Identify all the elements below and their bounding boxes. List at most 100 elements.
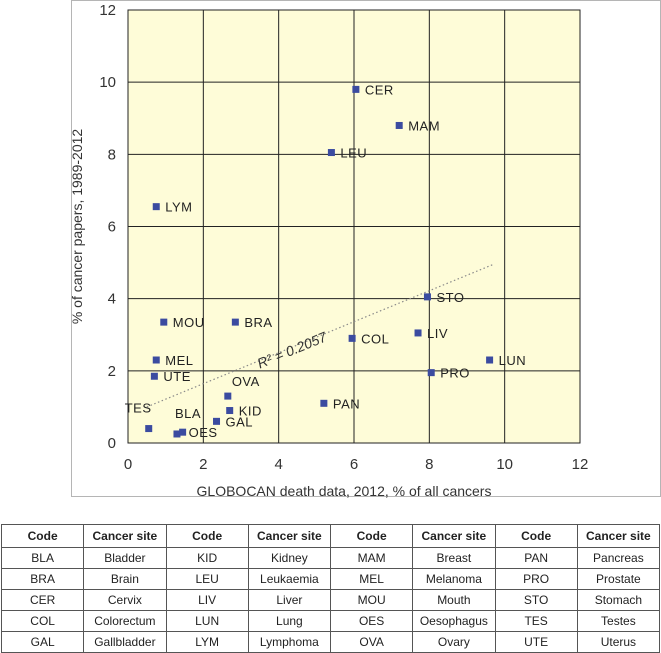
x-tick-label: 6 [350, 456, 358, 473]
column-header: Code [0, 524, 85, 548]
code-cell: LYM [165, 631, 249, 653]
cancer-site-cell: Stomach [576, 589, 661, 611]
x-tick-label: 0 [124, 456, 132, 473]
column-header: Code [165, 524, 249, 548]
data-point-bra [231, 318, 239, 326]
column-header: Cancer site [412, 524, 496, 548]
y-tick-label: 4 [108, 291, 116, 308]
cancer-site-cell: Oesophagus [412, 610, 496, 632]
x-tick-label: 10 [496, 456, 513, 473]
point-label-gal: GAL [226, 414, 254, 429]
cancer-site-cell: Ovary [412, 631, 496, 653]
cancer-site-cell: Mouth [412, 589, 496, 611]
code-cell: TES [494, 610, 578, 632]
x-tick-label: 4 [274, 456, 282, 473]
trendline [146, 263, 494, 408]
code-cell: MOU [329, 589, 414, 611]
point-label-col: COL [361, 331, 389, 346]
point-label-ute: UTE [163, 369, 191, 384]
code-cell: MAM [329, 547, 414, 569]
code-cell: LUN [165, 610, 249, 632]
cancer-site-cell: Bladder [83, 547, 167, 569]
table-row: BRA Brain LEU Leukaemia MEL Melanoma PRO Prosta… [0, 568, 661, 590]
cancer-site-cell: Pancreas [576, 547, 661, 569]
column-header: Cancer site [83, 524, 167, 548]
scatter-chart: 0 2 4 6 8 10 12 0 2 4 6 8 10 12 GLOBOCAN death data, 2… [69, 2, 589, 499]
cancer-site-cell: Leukaemia [247, 568, 332, 590]
data-point-kid [226, 407, 234, 415]
code-cell: OES [329, 610, 414, 632]
x-tick-label: 12 [572, 456, 589, 473]
cancer-site-cell: Liver [247, 589, 332, 611]
point-label-cer: CER [365, 82, 394, 97]
code-cell: LEU [165, 568, 249, 590]
cancer-site-cell: Brain [83, 568, 167, 590]
data-point-mou [160, 318, 168, 326]
point-label-kid: KID [239, 404, 262, 419]
data-point-leu [327, 149, 335, 157]
data-point-gal [213, 417, 221, 425]
cancer-site-cell: Lymphoma [247, 631, 332, 653]
data-point-mam [395, 121, 403, 129]
data-point-col [348, 334, 356, 342]
y-tick-label: 6 [108, 219, 116, 236]
cancer-site-cell: Kidney [247, 547, 332, 569]
code-cell: STO [494, 589, 578, 611]
point-label-ova: OVA [232, 374, 260, 389]
point-label-leu: LEU [340, 146, 367, 161]
x-tick-label: 2 [199, 456, 207, 473]
column-header: Cancer site [576, 524, 661, 548]
point-label-lym: LYM [165, 200, 192, 215]
data-point-tes [145, 425, 153, 433]
cancer-site-cell: Uterus [576, 631, 661, 653]
cancer-site-cell: Prostate [576, 568, 661, 590]
table-row: BLA Bladder KID Kidney MAM Breast PAN Pancreas [0, 547, 661, 569]
y-tick-label: 8 [108, 146, 116, 163]
point-label-bra: BRA [244, 315, 272, 330]
point-label-tes: TES [125, 401, 152, 416]
data-point-cer [352, 85, 360, 93]
data-point-ova [224, 392, 232, 400]
code-cell: LIV [165, 589, 249, 611]
point-label-sto: STO [436, 290, 464, 305]
cancer-site-cell: Lung [247, 610, 332, 632]
code-cell: PRO [494, 568, 578, 590]
data-point-liv [414, 329, 422, 337]
y-tick-label: 12 [99, 2, 116, 19]
data-point-lym [152, 203, 160, 211]
cancer-site-cell: Gallbladder [83, 631, 167, 653]
cancer-site-cell: Cervix [83, 589, 167, 611]
data-point-bla [173, 430, 181, 438]
code-cell: UTE [494, 631, 578, 653]
cancer-code-table: Code Cancer site Code Cancer site Code Cancer… [0, 524, 661, 653]
code-cell: PAN [494, 547, 578, 569]
plot-border [127, 9, 581, 444]
data-point-sto [423, 293, 431, 301]
table-row: GAL Gallbladder LYM Lymphoma OVA Ovary UTE Uter… [0, 631, 661, 653]
data-point-pro [427, 369, 435, 377]
code-cell: OVA [329, 631, 414, 653]
data-point-mel [152, 356, 160, 364]
code-cell: MEL [329, 568, 414, 590]
column-header: Code [494, 524, 578, 548]
code-cell: BLA [0, 547, 85, 569]
x-axis-title: GLOBOCAN death data, 2012, % of all canc… [197, 483, 492, 499]
point-label-lun: LUN [499, 353, 527, 368]
cancer-site-cell: Breast [412, 547, 496, 569]
point-label-mel: MEL [165, 353, 193, 368]
data-point-pan [320, 399, 328, 407]
point-label-bla: BLA [175, 406, 201, 421]
data-point-oes [179, 428, 187, 436]
cancer-site-cell: Testes [576, 610, 661, 632]
code-cell: KID [165, 547, 249, 569]
table-body: BLA Bladder KID Kidney MAM Breast PAN Pancreas B… [0, 547, 661, 653]
point-label-liv: LIV [427, 326, 448, 341]
code-cell: BRA [0, 568, 85, 590]
y-tick-label: 2 [108, 363, 116, 380]
column-header: Code [329, 524, 414, 548]
y-tick-label: 10 [99, 74, 116, 91]
table-row: COL Colorectum LUN Lung OES Oesophagus TES Test… [0, 610, 661, 632]
point-label-pan: PAN [333, 396, 360, 411]
table-header-row: Code Cancer site Code Cancer site Code Cancer… [0, 524, 661, 548]
point-label-mam: MAM [408, 118, 440, 133]
